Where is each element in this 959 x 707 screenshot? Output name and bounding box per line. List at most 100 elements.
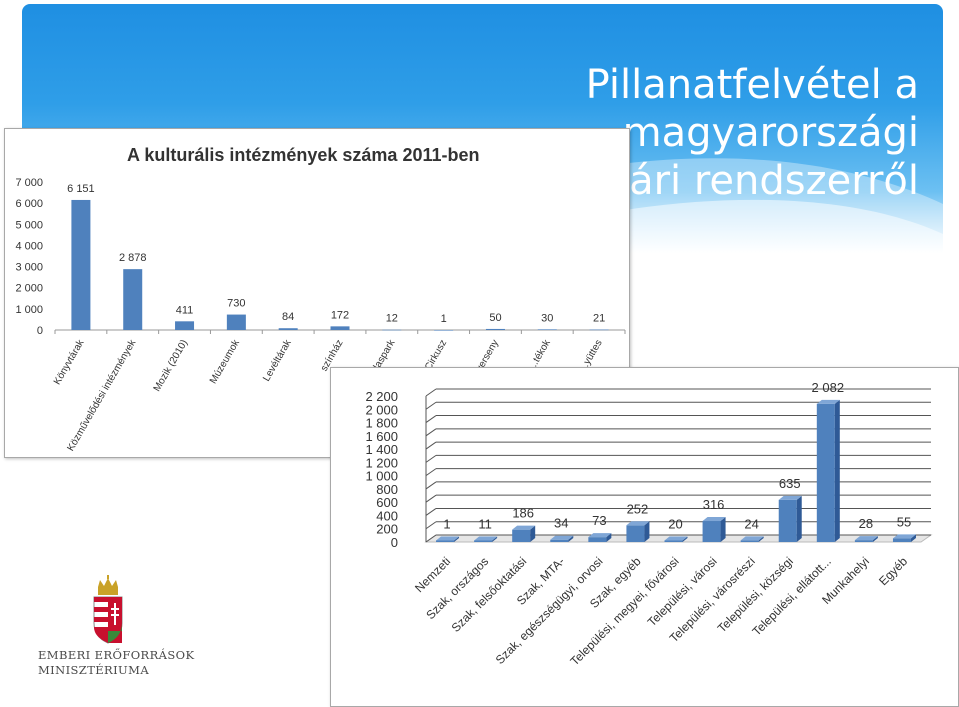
chart2-bar — [892, 538, 911, 542]
chart2-bar-top — [740, 536, 764, 541]
chart2-category-label: Települési, városi — [645, 554, 720, 629]
chart2-data-label: 28 — [859, 516, 873, 531]
chart2-y-tick-label: 1 000 — [365, 469, 398, 484]
chart2-bar-side — [492, 536, 498, 542]
chart2-bar-side — [796, 495, 802, 542]
ministry-coat-of-arms-logo — [30, 575, 200, 675]
ministry-name: EMBERI ERŐFORRÁSOK MINISZTÉRIUMA — [38, 648, 198, 678]
chart2-gridline-side — [425, 481, 437, 490]
chart2-data-label: 34 — [554, 516, 568, 531]
chart2-bar-side — [530, 525, 536, 542]
chart1-bar — [71, 199, 91, 330]
chart1-data-label: 84 — [282, 311, 294, 323]
chart2-gridline-side — [425, 454, 437, 463]
chart1-data-label: 30 — [541, 312, 553, 324]
chart2-bar-top — [854, 536, 878, 541]
chart2-bar-top — [816, 399, 840, 404]
chart2-gridline-side — [425, 388, 437, 397]
chart2-bar-side — [606, 533, 612, 542]
chart1-y-tick-label: 5 000 — [15, 219, 43, 231]
chart1-bar — [485, 328, 505, 330]
chart2-category-label: Egyéb — [876, 554, 910, 588]
chart2-bar-top — [512, 525, 536, 530]
chart2-data-label: 20 — [668, 517, 682, 532]
chart2-bar-side — [758, 536, 764, 542]
chart2-y-tick-label: 1 400 — [365, 442, 398, 457]
chart2-y-tick-label: 600 — [376, 495, 398, 510]
chart2-gridline-side — [425, 401, 437, 410]
chart1-y-tick-label: 7 000 — [15, 177, 43, 189]
chart1-bar — [330, 326, 350, 330]
chart1-category-label: Levéltárak — [261, 337, 294, 383]
chart2-bar — [512, 529, 531, 542]
chart1-y-tick-label: 1 000 — [15, 304, 43, 316]
chart2-gridline-side — [425, 534, 437, 543]
chart2-bar-top — [664, 536, 688, 541]
chart2-bar — [474, 540, 493, 542]
chart1-data-label: 411 — [176, 304, 194, 316]
chart1-y-tick-label: 0 — [37, 325, 43, 337]
chart2-gridline-side — [425, 494, 437, 503]
chart2-bar-side — [834, 399, 840, 542]
chart2-bar — [588, 537, 607, 542]
chart1-data-label: 21 — [593, 313, 605, 325]
chart2-gridline-side — [425, 521, 437, 530]
chart2-data-label: 316 — [703, 497, 725, 512]
chart1-y-tick-label: 4 000 — [15, 240, 43, 252]
chart2-bar-side — [872, 536, 878, 542]
coat-of-arms-icon — [93, 575, 123, 644]
chart1-bar — [589, 329, 609, 331]
chart1-bar — [175, 321, 195, 330]
chart2-data-label: 24 — [744, 516, 758, 531]
chart1-data-label: 1 — [441, 313, 447, 325]
chart2-bar-top — [588, 533, 612, 538]
chart1-data-label: 6 151 — [67, 183, 95, 195]
chart2-gridline-side — [425, 428, 437, 437]
chart2-y-tick-label: 1 200 — [365, 455, 398, 470]
chart1-category-label: Mozik (2010) — [152, 338, 190, 394]
chart2-y-tick-label: 1 800 — [365, 416, 398, 431]
chart1-bar — [123, 269, 143, 330]
chart2-bar-top — [778, 495, 802, 500]
chart2-bar — [816, 403, 835, 542]
chart1-data-label: 730 — [227, 298, 245, 310]
chart2-bar — [740, 540, 759, 542]
chart2-y-tick-label: 800 — [376, 482, 398, 497]
chart2-bar — [436, 540, 455, 542]
chart2-gridline-side — [425, 508, 437, 516]
chart1-y-tick-label: 6 000 — [15, 198, 43, 210]
chart2-bar-top — [436, 536, 460, 541]
chart2-bar — [778, 499, 797, 542]
chart2-bar-side — [682, 536, 688, 542]
chart-library-types: 0 200 400 600 800 1 000 1 200 1 400 1 600 1 800 2 … — [330, 367, 959, 707]
chart2-gridline-side — [425, 468, 437, 477]
chart2-data-label: 635 — [779, 476, 801, 491]
chart1-y-tick-label: 2 000 — [15, 283, 43, 295]
chart2-bar-side — [910, 534, 916, 542]
chart1-bar — [434, 329, 454, 331]
chart1-bar — [278, 328, 298, 330]
chart2-bar-side — [644, 521, 650, 542]
chart2-bar — [854, 540, 873, 542]
chart2-bar-top — [702, 517, 726, 522]
chart2-data-label: 73 — [592, 513, 606, 528]
chart2-data-label: 55 — [897, 514, 911, 529]
chart2-y-tick-label: 200 — [376, 522, 398, 537]
chart1-category-label: Könyvtárak — [52, 337, 87, 387]
chart1-data-label: 172 — [331, 309, 349, 321]
chart2-bar — [702, 521, 721, 542]
chart2-bar-side — [568, 535, 574, 542]
ministry-name-line1: EMBERI ERŐFORRÁSOK — [38, 648, 195, 662]
chart1-data-label: 12 — [386, 313, 398, 325]
slide-title-line1: Pillanatfelvétel a magyarországi — [585, 61, 919, 156]
chart2-gridline-side — [425, 441, 437, 450]
chart2-bar-top — [626, 521, 650, 526]
chart2-bar — [626, 525, 645, 542]
chart2-y-tick-label: 2 000 — [365, 402, 398, 417]
chart2-bar-top — [550, 535, 574, 540]
chart2-y-tick-label: 2 200 — [365, 389, 398, 404]
chart2-bar-top — [892, 534, 916, 539]
chart1-y-tick-label: 3 000 — [15, 262, 43, 274]
chart2-data-label: 2 082 — [812, 380, 845, 395]
